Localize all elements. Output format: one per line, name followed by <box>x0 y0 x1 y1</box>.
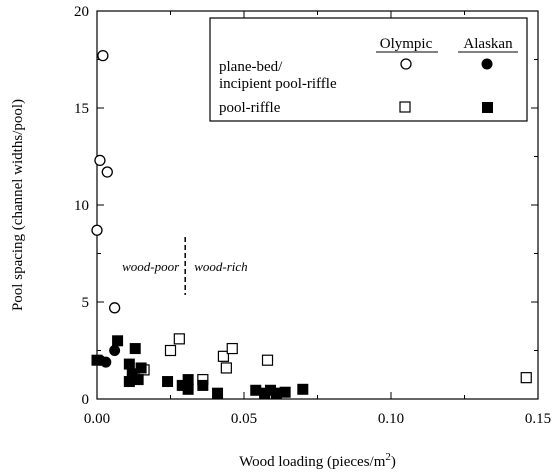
point-alaskan-pool-riffle <box>297 383 309 395</box>
y-axis-title: Pool spacing (channel widths/pool) <box>10 99 26 311</box>
point-alaskan-pool-riffle <box>279 386 291 398</box>
legend-row2-line1: pool-riffle <box>219 100 281 116</box>
point-olympic-pool-riffle <box>226 342 238 355</box>
point-alaskan-pool-riffle <box>162 376 174 388</box>
point-alaskan-pool-riffle <box>212 387 224 399</box>
legend-box <box>209 17 528 122</box>
x-tick-label: 0.15 <box>525 411 551 427</box>
point-olympic-pool-riffle <box>164 344 177 357</box>
point-alaskan-pool-riffle <box>182 374 194 386</box>
y-tick-label: 5 <box>82 295 90 311</box>
x-axis-title-superscript: 2 <box>385 451 391 463</box>
wood-rich-label: wood-rich <box>194 259 247 274</box>
y-tick-label: 20 <box>74 4 89 20</box>
y-axis: 0 5 10 15 20 <box>74 4 538 408</box>
x-axis: 0.00 0.05 0.10 0.15 <box>84 11 551 427</box>
data-points <box>91 49 532 399</box>
point-olympic-plane-bed <box>101 166 113 178</box>
point-alaskan-pool-riffle <box>135 362 147 374</box>
point-alaskan-pool-riffle <box>182 383 194 395</box>
x-axis-title: Wood loading (pieces/m2) <box>239 451 396 470</box>
x-axis-title-main: Wood loading (pieces/m <box>239 454 386 470</box>
point-alaskan-plane-bed <box>109 345 121 356</box>
legend-marker-open-circle <box>400 58 412 70</box>
point-olympic-plane-bed <box>94 154 106 167</box>
legend-row1-line1: plane-bed/ <box>219 59 283 75</box>
legend: Olympic Alaskan plane-bed/ incipient poo… <box>209 17 528 122</box>
point-alaskan-pool-riffle <box>197 379 209 391</box>
y-tick-label: 15 <box>74 101 89 117</box>
legend-row1-line2: incipient pool-riffle <box>219 76 337 92</box>
point-alaskan-pool-riffle <box>123 358 135 370</box>
point-alaskan-pool-riffle <box>270 387 282 399</box>
y-tick-label: 0 <box>82 392 90 408</box>
point-olympic-plane-bed <box>97 49 109 62</box>
point-alaskan-pool-riffle <box>126 368 138 380</box>
x-tick-label: 0.10 <box>378 411 404 427</box>
point-alaskan-pool-riffle <box>176 379 188 391</box>
point-olympic-pool-riffle <box>261 354 274 366</box>
legend-header-olympic: Olympic <box>380 36 433 52</box>
point-alaskan-pool-riffle <box>123 376 135 388</box>
point-alaskan-pool-riffle <box>259 387 271 399</box>
legend-marker-open-square <box>399 101 411 113</box>
legend-marker-filled-square <box>482 102 493 113</box>
point-olympic-pool-riffle <box>217 350 230 362</box>
legend-marker-filled-circle <box>481 58 493 70</box>
point-olympic-pool-riffle <box>173 333 185 345</box>
wood-poor-label: wood-poor <box>122 259 180 274</box>
point-olympic-pool-riffle <box>220 362 232 374</box>
legend-header-alaskan: Alaskan <box>463 36 513 52</box>
point-alaskan-pool-riffle <box>264 384 276 396</box>
x-tick-label: 0.05 <box>231 411 257 427</box>
point-alaskan-pool-riffle <box>112 335 124 347</box>
point-alaskan-pool-riffle <box>250 384 262 396</box>
wood-divider-annotation: wood-poor wood-rich <box>122 237 248 295</box>
point-olympic-plane-bed <box>91 224 103 236</box>
point-alaskan-plane-bed <box>100 356 112 368</box>
point-alaskan-pool-riffle <box>132 374 144 386</box>
x-tick-label: 0.00 <box>84 411 110 427</box>
x-axis-title-end: ) <box>391 454 396 470</box>
point-olympic-pool-riffle <box>520 372 532 384</box>
point-olympic-plane-bed <box>108 302 121 314</box>
point-alaskan-pool-riffle <box>129 343 141 355</box>
point-alaskan-pool-riffle <box>91 354 103 366</box>
y-tick-label: 10 <box>74 198 89 214</box>
